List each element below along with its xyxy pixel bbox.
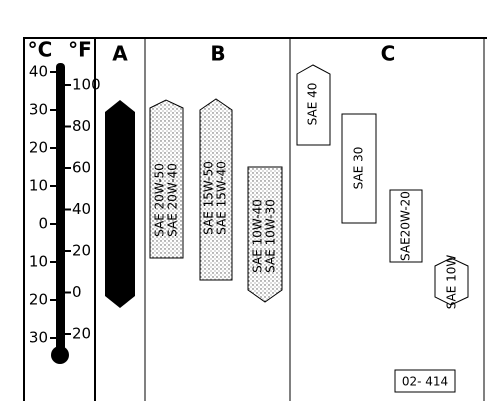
- celsius-label: 40: [29, 63, 48, 81]
- oil-label: SAE 15W-40: [215, 161, 229, 235]
- celsius-label: 20: [29, 139, 48, 157]
- celsius-label: 30: [29, 101, 48, 119]
- fahrenheit-label: 100: [72, 76, 101, 94]
- oil-label: SAE 10W-30: [264, 199, 278, 273]
- oil-label: SAE20W-20: [399, 191, 413, 261]
- figure-id-box: [394, 369, 456, 393]
- figure-id: 02- 414: [402, 375, 448, 389]
- fahrenheit-header: °F: [68, 38, 92, 62]
- fahrenheit-label: 20: [72, 242, 91, 260]
- fahrenheit-label: 20: [72, 325, 91, 343]
- band-b2: SAE 15W-50 SAE 15W-40: [199, 98, 233, 281]
- fahrenheit-label: 40: [72, 200, 91, 218]
- band-c1: SAE 40: [296, 64, 331, 146]
- celsius-label: 20: [29, 291, 48, 309]
- band-c2: SAE 30: [341, 113, 377, 224]
- oil-label: SAE 10W-40: [251, 199, 265, 273]
- celsius-label: 10: [29, 177, 48, 195]
- celsius-header: °C: [28, 38, 53, 62]
- oil-label: SAE 30: [352, 147, 366, 190]
- frame: [23, 37, 487, 401]
- fahrenheit-label: 60: [72, 159, 91, 177]
- column-header: B: [210, 42, 225, 66]
- oil-label: SAE 20W-50: [153, 163, 167, 237]
- celsius-label: 10: [29, 253, 48, 271]
- oil-label: SAE 40: [306, 83, 320, 126]
- fahrenheit-label: 80: [72, 117, 91, 135]
- column-header: A: [112, 42, 128, 66]
- band-c4: SAE 10W: [434, 255, 469, 310]
- oil-label: SAE 20W-40: [166, 163, 180, 237]
- thermometer: [51, 63, 69, 364]
- band-b1: SAE 20W-50 SAE 20W-40: [149, 99, 184, 259]
- column-header: C: [381, 42, 396, 66]
- oil-label: SAE 15W-50: [202, 161, 216, 235]
- band-b3: SAE 10W-40 SAE 10W-30: [247, 166, 283, 303]
- oil-label: SAE 10W: [445, 255, 459, 310]
- fahrenheit-label: 0: [72, 283, 82, 301]
- celsius-label: 0: [38, 215, 48, 233]
- band-c3: SAE20W-20: [389, 189, 423, 263]
- celsius-label: 30: [29, 329, 48, 347]
- band-a: [105, 100, 135, 308]
